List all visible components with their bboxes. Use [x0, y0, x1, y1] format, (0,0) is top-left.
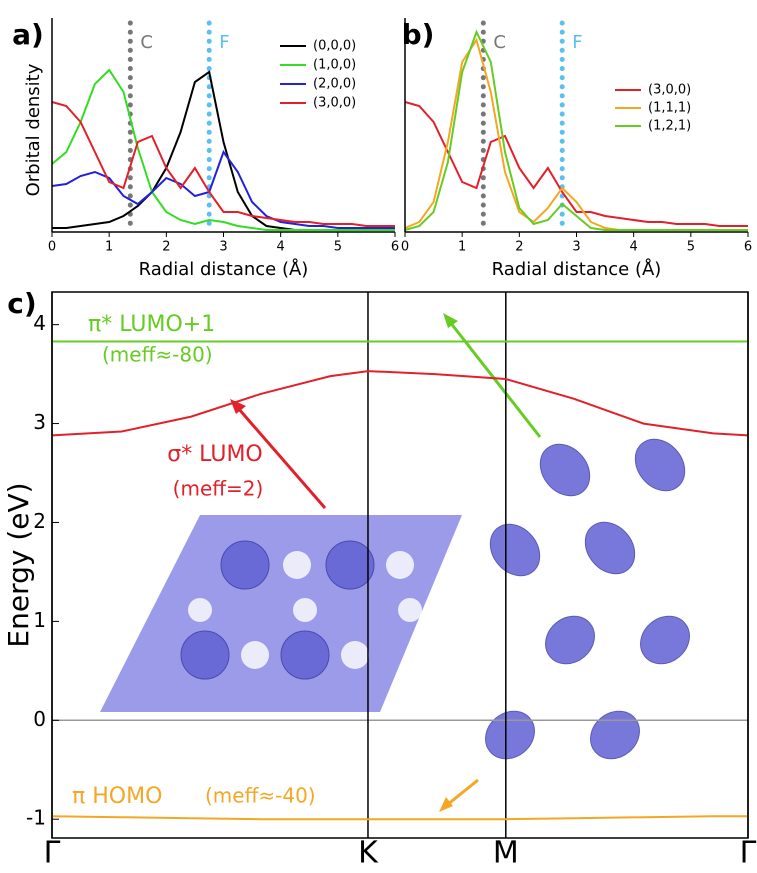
x-axis-label: Radial distance (Å) — [139, 258, 309, 280]
legend-label: (2,0,0) — [313, 77, 356, 92]
x-axis-label: Radial distance (Å) — [492, 258, 662, 280]
series-line — [51, 815, 748, 821]
x-tick-label: 6 — [391, 240, 399, 255]
x-tick-label: 4 — [630, 240, 638, 255]
x-tick-label: 5 — [334, 240, 342, 255]
legend-label: (0,0,0) — [313, 39, 356, 54]
y-tick-label: 2 — [33, 509, 46, 533]
legend-label: (3,0,0) — [648, 83, 691, 98]
band-label: π* LUMO+1 — [88, 312, 215, 337]
series-line — [51, 370, 749, 437]
y-axis-label: Orbital density — [23, 63, 44, 196]
x-tick-label: 6 — [744, 240, 752, 255]
y-tick-label: 3 — [33, 410, 46, 434]
legend-label: (3,0,0) — [313, 96, 356, 111]
panel-label: c) — [7, 287, 36, 320]
legend-label: (1,0,0) — [313, 58, 356, 73]
legend-label: (1,1,1) — [648, 101, 691, 116]
x-tick-label: 2 — [162, 240, 170, 255]
x-tick-label: Γ — [44, 836, 61, 871]
y-tick-label: 0 — [33, 707, 46, 731]
x-tick-label: 0 — [401, 240, 409, 255]
x-tick-label: 0 — [48, 240, 56, 255]
plot-frame — [51, 291, 749, 839]
reference-label: C — [140, 32, 153, 53]
series-line — [404, 101, 748, 227]
panel-label: b) — [402, 18, 435, 51]
lattice-illustration — [100, 515, 462, 712]
series-line — [51, 101, 395, 227]
legend-label: (1,2,1) — [648, 119, 691, 134]
annotation: (meff=2) — [173, 477, 264, 501]
x-tick-label: 1 — [105, 240, 113, 255]
series-line — [404, 29, 748, 231]
y-tick-label: 1 — [33, 608, 46, 632]
reference-label: F — [219, 32, 229, 53]
annotation: (meff≈-40) — [205, 784, 316, 808]
x-tick-label: 1 — [458, 240, 466, 255]
y-tick-label: 4 — [33, 311, 46, 335]
x-tick-label: Γ — [740, 836, 757, 871]
y-tick-label: -1 — [26, 806, 46, 830]
series-line — [51, 68, 395, 231]
annotation: (meff≈-80) — [102, 343, 213, 367]
series-line — [51, 149, 395, 229]
x-tick-label: K — [358, 836, 379, 871]
molecule-illustrations — [485, 438, 690, 760]
series-line — [404, 37, 748, 231]
x-tick-label: 4 — [277, 240, 285, 255]
x-tick-label: 3 — [572, 240, 580, 255]
x-tick-label: M — [493, 836, 519, 871]
y-axis-label: Energy (eV) — [2, 482, 35, 647]
x-tick-label: 3 — [219, 240, 227, 255]
reference-label: C — [493, 32, 506, 53]
panel-label: a) — [12, 18, 44, 51]
x-tick-label: 5 — [687, 240, 695, 255]
reference-label: F — [572, 32, 582, 53]
x-tick-label: 2 — [515, 240, 523, 255]
band-label: π HOMO — [72, 784, 162, 809]
band-label: σ* LUMO — [167, 442, 263, 467]
